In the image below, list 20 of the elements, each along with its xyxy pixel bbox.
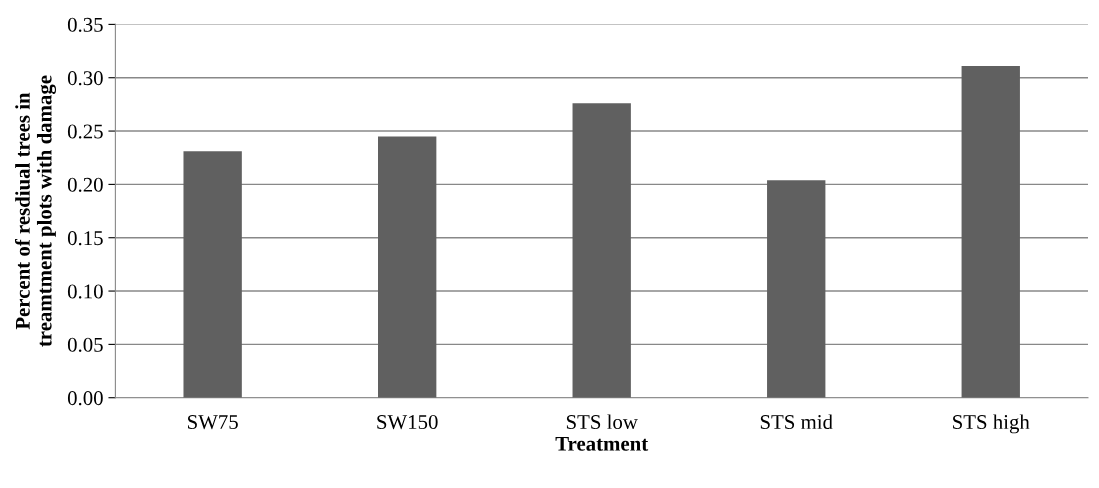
y-axis-title: Percent of resdiual trees in treamtment plots with damage (14, 75, 57, 347)
y-tick-label: 0.15 (67, 231, 103, 246)
y-tick-label: 0.20 (67, 177, 103, 192)
bar (767, 180, 826, 398)
bar (961, 66, 1020, 398)
y-tick-label: 0.35 (67, 17, 103, 32)
x-tick-label: SW75 (188, 415, 238, 430)
x-tick-label: STS high (953, 414, 1030, 434)
x-tick-label: STS low (566, 414, 638, 430)
bar (378, 136, 437, 398)
x-tick-label: STS mid (760, 414, 833, 430)
y-tick-label: 0.05 (67, 337, 103, 352)
x-tick-label: SW150 (377, 414, 438, 430)
y-tick-label: 0.30 (67, 71, 103, 86)
y-tick-label: 0.00 (67, 391, 103, 406)
x-axis-title: Treatment (555, 436, 649, 451)
y-tick-label: 0.10 (67, 284, 103, 299)
bar (572, 103, 631, 398)
bar (183, 151, 242, 398)
y-tick-label: 0.25 (67, 124, 103, 139)
